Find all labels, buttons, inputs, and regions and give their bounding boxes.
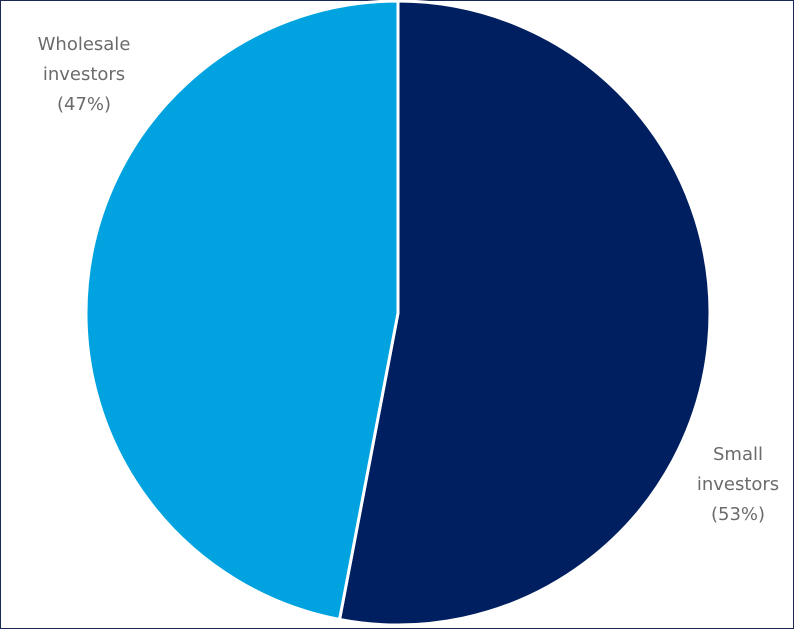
slice-label: Wholesale investors (47%) bbox=[38, 34, 131, 115]
value-label: (47%) bbox=[57, 94, 111, 115]
category-label-line: investors bbox=[697, 474, 779, 495]
category-label: Small investors bbox=[697, 444, 779, 495]
slice-label: Small investors (53%) bbox=[697, 444, 779, 525]
category-label-line: Small bbox=[713, 444, 763, 465]
pie-slice bbox=[338, 0, 712, 627]
category-label: Wholesale investors bbox=[38, 34, 131, 85]
value-label: (53%) bbox=[711, 504, 765, 525]
pie-slice bbox=[84, 0, 400, 621]
category-label-line: Wholesale bbox=[38, 34, 131, 55]
category-label-line: investors bbox=[43, 64, 125, 85]
